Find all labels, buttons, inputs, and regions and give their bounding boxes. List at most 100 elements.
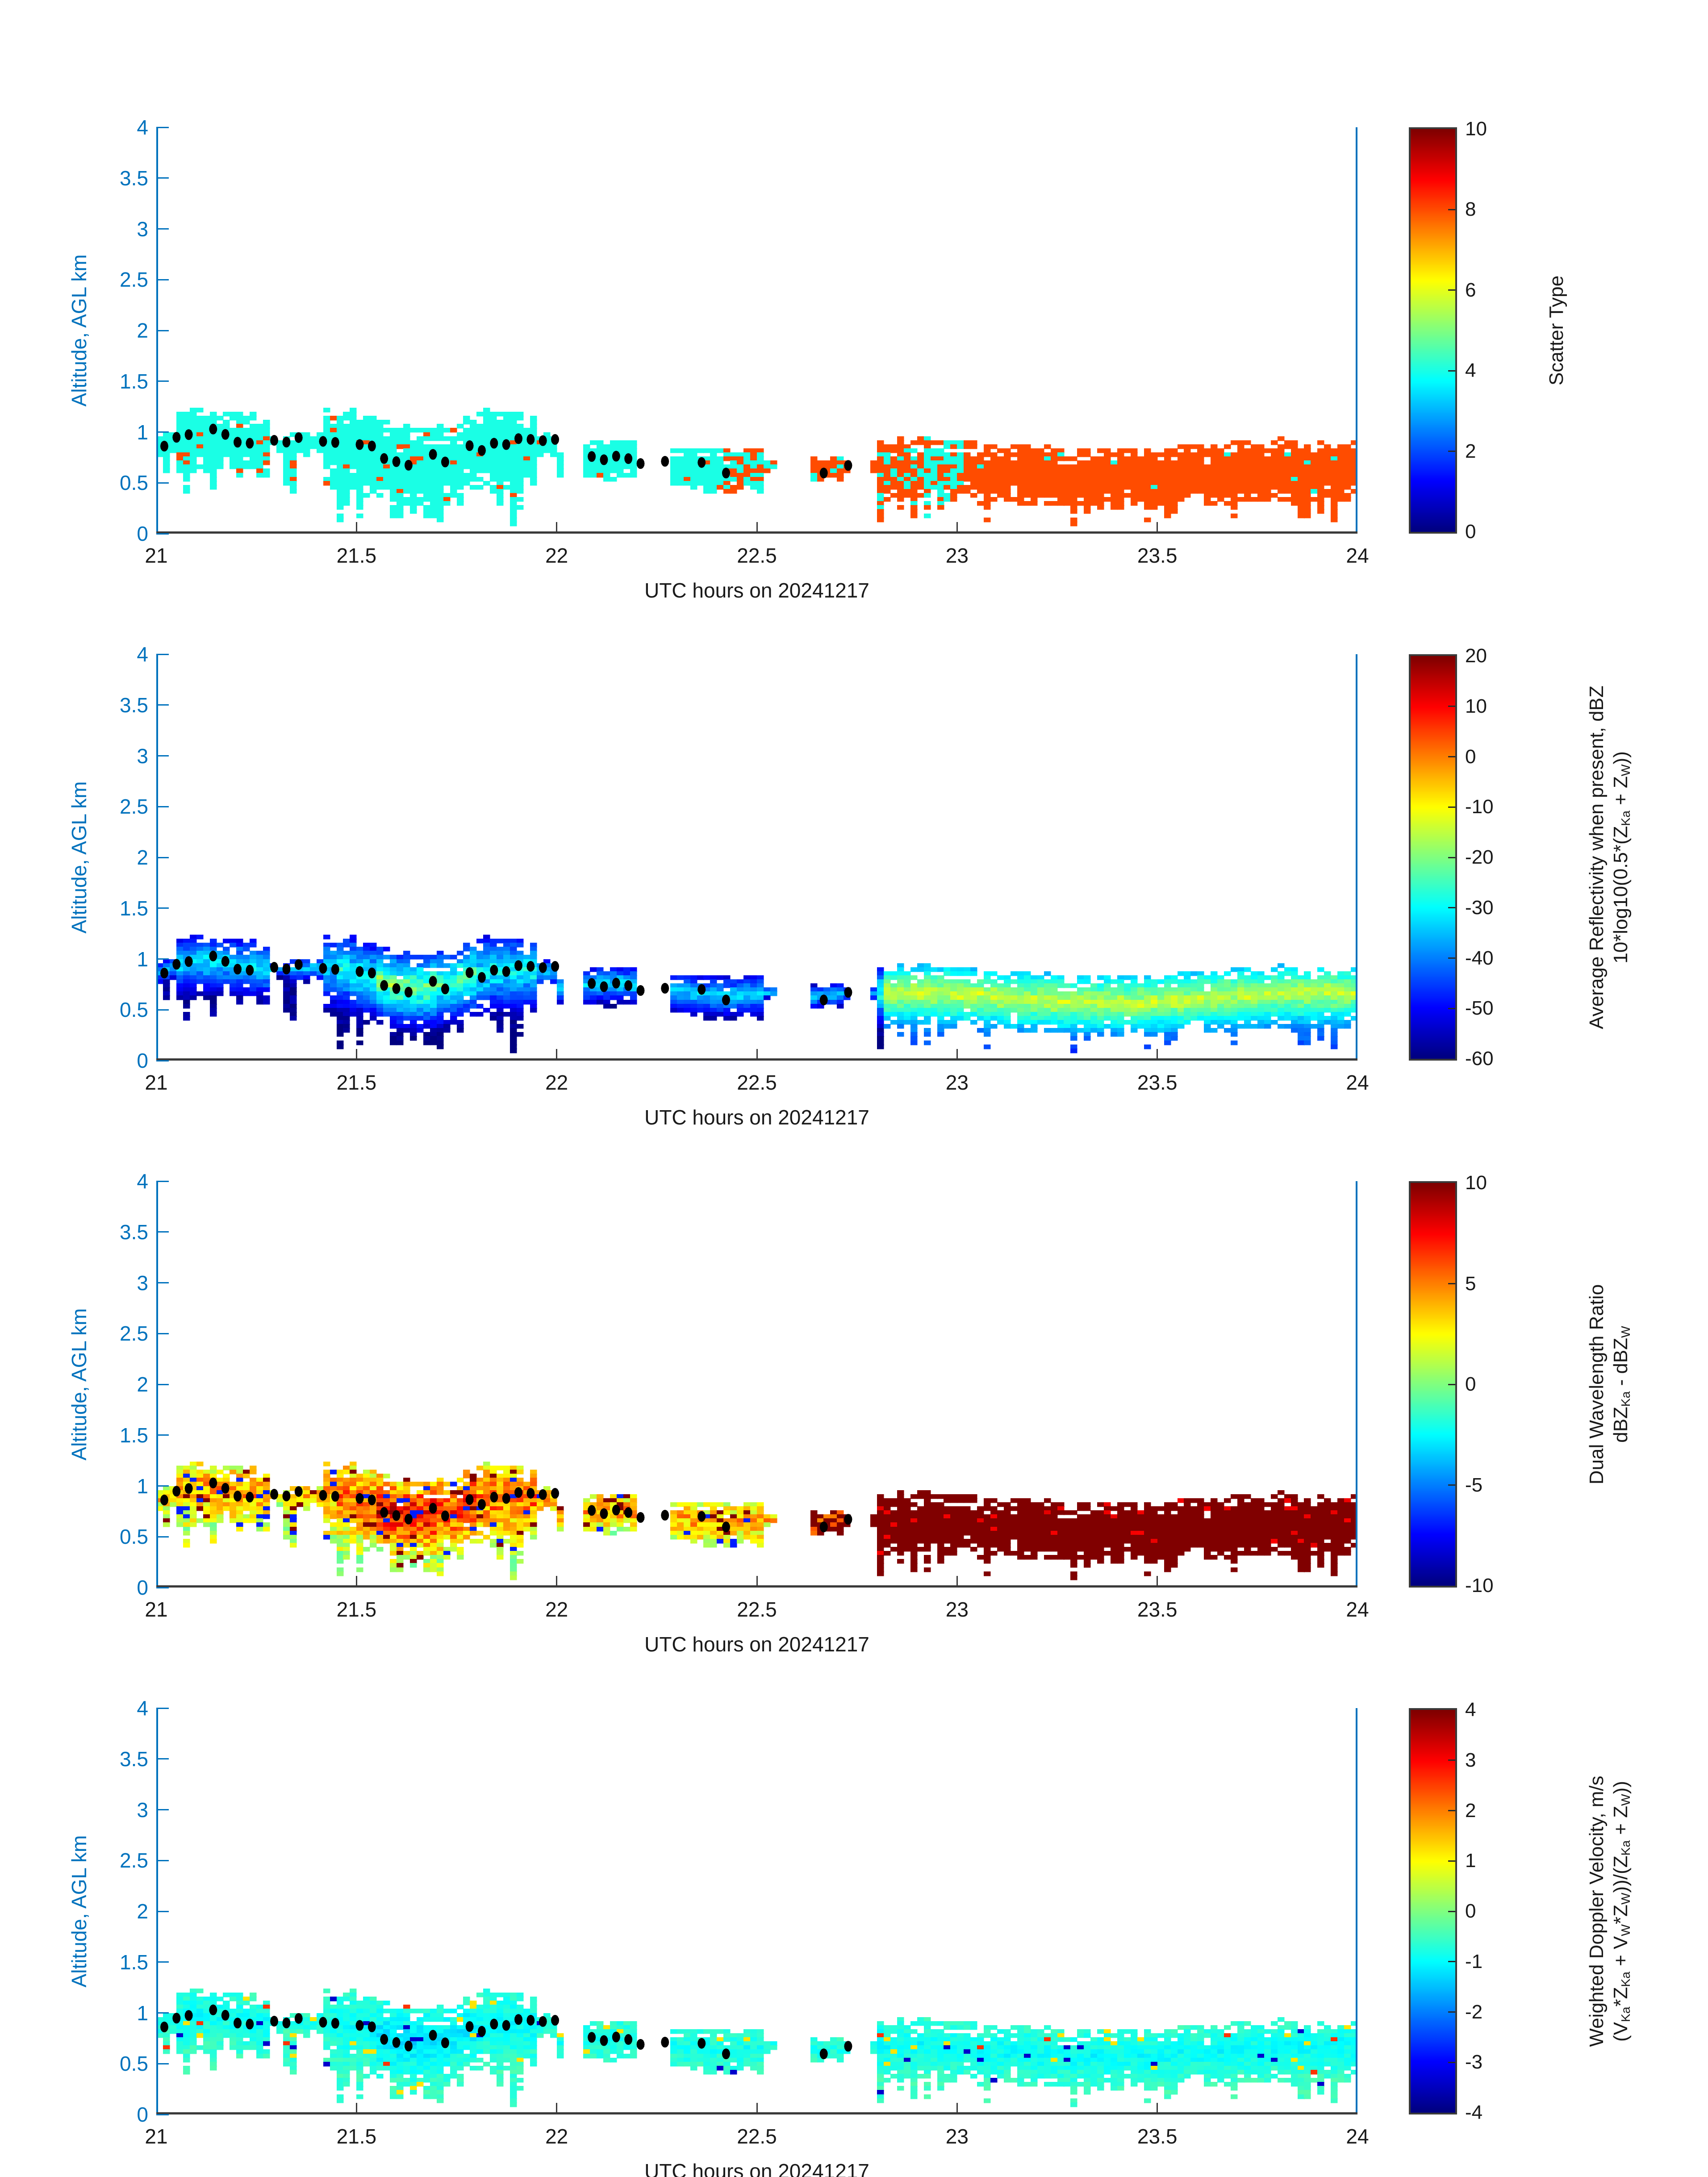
y-tick-label: 4 <box>137 643 148 666</box>
y-tick <box>156 228 169 230</box>
colorbar-tick <box>1448 1860 1455 1862</box>
y-tick <box>156 1961 169 1963</box>
y-tick <box>156 482 169 484</box>
y-tick <box>156 1434 169 1436</box>
axis-spine-right <box>1356 1181 1357 1588</box>
plot-area-average-reflectivity[interactable]: 0 0.5 1 1.5 2 2.5 3 3.5 4 21 21.5 22 22.5 23 23.5 24 UTC… <box>67 644 1369 1129</box>
y-tick <box>156 1060 169 1061</box>
x-axis-title: UTC hours on 20241217 <box>644 1633 869 1656</box>
colorbar-tick <box>1448 857 1455 858</box>
x-tick-label: 21 <box>145 1598 168 1621</box>
y-tick <box>156 857 169 858</box>
plot-area-dual-wavelength-ratio[interactable]: 0 0.5 1 1.5 2 2.5 3 3.5 4 21 21.5 22 22.5 23 23.5 24 UTC… <box>67 1171 1369 1656</box>
colorbar-tick <box>1448 1759 1455 1761</box>
colorbar-tick <box>1448 370 1455 372</box>
x-tick-label: 23.5 <box>1137 544 1178 567</box>
x-tick-label: 22.5 <box>737 1071 777 1094</box>
y-tick-label: 3.5 <box>120 166 148 190</box>
x-tick-label: 22.5 <box>737 2125 777 2148</box>
x-tick <box>1157 2103 1158 2114</box>
y-tick-label: 3 <box>137 1798 148 1822</box>
panel-dual-wavelength-ratio: 0 0.5 1 1.5 2 2.5 3 3.5 4 21 21.5 22 22.5 23 23.5 24 UTC… <box>0 1054 1708 1656</box>
colorbar-tick-label: -4 <box>1465 2102 1483 2123</box>
x-tick <box>956 1049 958 1061</box>
x-tick <box>756 1049 758 1061</box>
x-tick <box>556 2103 558 2114</box>
y-tick-label: 4 <box>137 1170 148 1193</box>
colorbar-tick-label: 2 <box>1465 1799 1476 1822</box>
y-tick <box>156 806 169 807</box>
axis-spine-right <box>1356 1708 1357 2114</box>
colorbar-dual-wavelength-ratio[interactable]: -10 -5 0 5 10 Dual Wavelength Ratio dBZKa - dB… <box>1409 1173 1633 1596</box>
plot-area-scatter-type[interactable]: 0 0.5 1 1.5 2 2.5 3 3.5 4 21 21.5 22 22.5 23 23.5 24 UTC… <box>67 117 1369 602</box>
y-axis-title: Altitude, AGL km <box>67 781 91 934</box>
colorbar-tick-label: -10 <box>1465 1575 1494 1596</box>
y-tick-label: 0.5 <box>120 471 148 495</box>
x-tick <box>355 1576 357 1588</box>
colorbar-tick-label: 10 <box>1465 695 1487 717</box>
colorbar-tick-label: -40 <box>1465 947 1494 969</box>
colorbar-average-reflectivity[interactable]: -60 -50 -40 -30 -20 -10 0 10 20 Average Reflectiv… <box>1409 646 1633 1069</box>
y-tick-label: 2.5 <box>120 1849 148 1872</box>
colorbar-tick-label: 6 <box>1465 279 1476 301</box>
colorbar-tick-label: -50 <box>1465 997 1494 1020</box>
x-tick <box>556 1049 558 1061</box>
x-tick-label: 21.5 <box>336 2125 377 2148</box>
y-tick <box>156 1707 169 1709</box>
y-tick-label: 2.5 <box>120 1322 148 1345</box>
plot-area-weighted-doppler-velocity[interactable]: 0 0.5 1 1.5 2 2.5 3 3.5 4 21 21.5 22 22.5 23 23.5 24 UTC… <box>67 1698 1369 2177</box>
y-tick-label: 3 <box>137 217 148 241</box>
colorbar-tick-label: 8 <box>1465 198 1476 221</box>
colorbar-tick-label: 3 <box>1465 1749 1476 1771</box>
y-tick <box>156 1536 169 1538</box>
y-tick-label: 1.5 <box>120 1950 148 1974</box>
y-tick-label: 0.5 <box>120 998 148 1022</box>
colorbar-tick-label: -60 <box>1465 1048 1494 1070</box>
axis-spine-right <box>1356 654 1357 1061</box>
y-tick <box>156 1809 169 1810</box>
x-tick <box>1157 522 1158 534</box>
colorbar-tick <box>1448 1007 1455 1009</box>
y-tick <box>156 1333 169 1334</box>
colorbar-tick <box>1448 2061 1455 2063</box>
x-tick <box>1157 1049 1158 1061</box>
x-tick-label: 21 <box>145 1071 168 1094</box>
y-tick <box>156 1180 169 1182</box>
x-tick-label: 23.5 <box>1137 1598 1178 1621</box>
colorbar-tick <box>1448 907 1455 909</box>
y-tick <box>156 279 169 280</box>
y-tick <box>156 1231 169 1233</box>
x-tick-label: 21.5 <box>336 1598 377 1621</box>
x-tick-label: 23.5 <box>1137 2125 1178 2148</box>
panel-weighted-doppler-velocity: 0 0.5 1 1.5 2 2.5 3 3.5 4 21 21.5 22 22.5 23 23.5 24 UTC… <box>0 1581 1708 2177</box>
y-tick-label: 1 <box>137 1474 148 1498</box>
colorbar-tick-label: -3 <box>1465 2051 1483 2073</box>
y-tick <box>156 1485 169 1487</box>
colorbar-tick-label: 2 <box>1465 440 1476 462</box>
y-tick <box>156 533 169 535</box>
y-tick <box>156 704 169 706</box>
x-tick-label: 21.5 <box>336 544 377 567</box>
colorbar-title: Scatter Type <box>1545 275 1567 386</box>
x-tick <box>756 1576 758 1588</box>
x-tick-label: 23 <box>945 1071 969 1094</box>
x-tick-label: 22.5 <box>737 544 777 567</box>
y-tick <box>156 1859 169 1861</box>
y-tick <box>156 380 169 382</box>
x-tick-label: 21 <box>145 544 168 567</box>
y-tick-label: 3 <box>137 744 148 768</box>
y-tick <box>156 1009 169 1011</box>
x-tick-label: 23 <box>945 544 969 567</box>
x-tick-label: 23 <box>945 1598 969 1621</box>
colorbar-tick-label: 5 <box>1465 1272 1476 1295</box>
x-tick <box>956 522 958 534</box>
colorbar-weighted-doppler-velocity[interactable]: -4 -3 -2 -1 0 1 2 3 4 Weighted Doppler Velocity, … <box>1409 1700 1633 2123</box>
colorbar-tick <box>1448 1810 1455 1811</box>
x-tick-label: 21.5 <box>336 1071 377 1094</box>
y-tick-label: 1.5 <box>120 1423 148 1447</box>
y-axis-title: Altitude, AGL km <box>67 1835 91 1988</box>
panel-scatter-type: 0 0.5 1 1.5 2 2.5 3 3.5 4 21 21.5 22 22.5 23 23.5 24 UTC… <box>0 0 1708 602</box>
colorbar-tick-label: 4 <box>1465 1699 1476 1721</box>
colorbar-scatter-type[interactable]: 0 2 4 6 8 10 Scatter Type <box>1409 119 1567 542</box>
